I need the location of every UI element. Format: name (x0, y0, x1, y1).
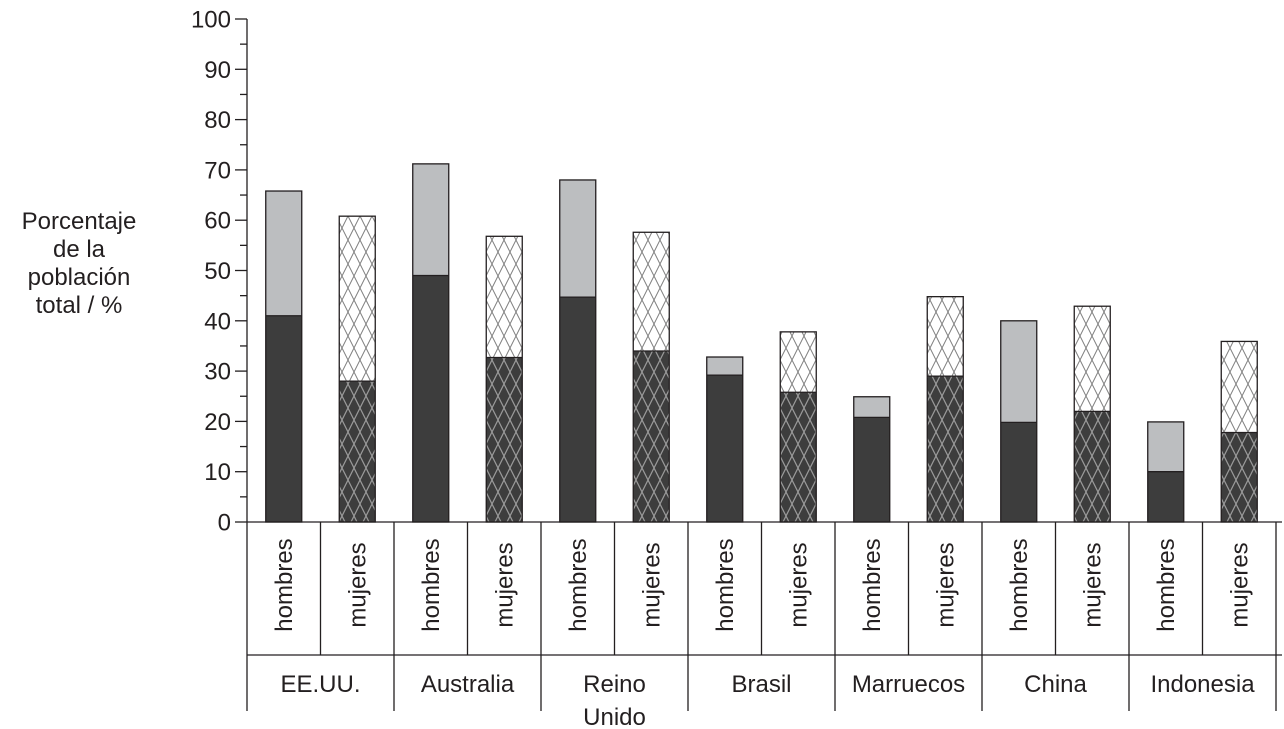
bar-segment-lower (1000, 422, 1037, 522)
bar-segment-upper (853, 396, 890, 418)
bar-label: hombres (1006, 538, 1033, 631)
y-tick-label: 90 (204, 57, 231, 84)
bar-hombres (853, 396, 891, 523)
bar-hatch-lower (633, 350, 670, 522)
y-axis-label-line: total / % (35, 292, 123, 319)
bar-label: mujeres (785, 542, 812, 627)
bar-hatch-lower (780, 392, 817, 522)
bar-hatch-upper (339, 216, 376, 382)
bar-hombres (1147, 421, 1185, 523)
bar-label: mujeres (344, 542, 371, 627)
group-label: Brasil (731, 671, 791, 698)
group-label: Reino (583, 671, 646, 698)
y-axis-label-line: Porcentaje (21, 208, 137, 235)
bar-hombres (1000, 320, 1038, 523)
group-label: Marruecos (852, 671, 965, 698)
labels-layer: hombres mujeres hombres mujeres hombres mujer… (191, 7, 1255, 729)
bar-hatch-upper (1074, 306, 1111, 412)
bar-segment-lower (1147, 471, 1184, 522)
bar-segment-upper (1000, 320, 1037, 423)
bar-label: mujeres (491, 542, 518, 627)
group-label: EE.UU. (280, 671, 360, 698)
bar-segment-lower (559, 297, 596, 522)
bar-hatch-upper (927, 296, 964, 377)
y-tick-label: 30 (204, 359, 231, 386)
bar-segment-lower (265, 315, 302, 522)
y-tick-label: 70 (204, 157, 231, 184)
y-tick-label: 10 (204, 459, 231, 486)
bar-label: mujeres (638, 542, 665, 627)
bar-segment-upper (559, 179, 596, 298)
bar-label: hombres (271, 538, 298, 631)
bar-mujeres (1073, 305, 1111, 523)
bar-segment-lower (412, 275, 449, 522)
group-label: Unido (583, 704, 646, 729)
bar-label: mujeres (1079, 542, 1106, 627)
bar-segment-upper (1147, 421, 1184, 472)
bar-hombres (265, 190, 303, 523)
bars-layer (265, 163, 1258, 523)
bar-hatch-upper (486, 236, 523, 358)
bar-hatch-upper (780, 331, 817, 393)
y-tick-label: 20 (204, 409, 231, 436)
y-tick-label: 50 (204, 258, 231, 285)
bar-hombres (412, 163, 450, 523)
group-label: China (1024, 671, 1087, 698)
bar-mujeres (338, 215, 376, 523)
bar-mujeres (1220, 340, 1258, 523)
y-tick-label: 40 (204, 308, 231, 335)
bar-hatch-upper (1221, 341, 1258, 433)
bar-label: mujeres (932, 542, 959, 627)
bar-mujeres (926, 296, 964, 523)
bar-hatch-lower (486, 357, 523, 522)
bar-label: hombres (859, 538, 886, 631)
y-tick-label: 80 (204, 107, 231, 134)
bar-segment-upper (265, 191, 302, 316)
bar-label: hombres (1153, 538, 1180, 631)
bar-segment-lower (706, 375, 743, 522)
y-tick-label: 60 (204, 208, 231, 235)
y-axis-label-line: de la (52, 236, 106, 263)
bar-label: hombres (565, 538, 592, 631)
bar-mujeres (779, 331, 817, 523)
bar-label: mujeres (1226, 542, 1253, 627)
y-tick-label: 100 (191, 7, 231, 34)
group-label: Australia (421, 671, 515, 698)
bar-mujeres (485, 235, 523, 523)
bar-hatch-upper (633, 232, 670, 351)
bar-hatch-lower (1074, 411, 1111, 522)
y-tick-label: 0 (218, 510, 231, 537)
y-axis-label: Porcentaje de la población total / % (0, 208, 158, 320)
bar-segment-lower (853, 417, 890, 522)
bar-hatch-lower (927, 376, 964, 522)
y-axis-label-line: población (27, 264, 131, 291)
bar-hatch-lower (1221, 432, 1258, 522)
group-label: Indonesia (1150, 671, 1255, 698)
bar-segment-upper (412, 163, 449, 276)
bar-hombres (559, 179, 597, 523)
bar-segment-upper (706, 357, 743, 376)
axes-layer (235, 18, 1282, 711)
bar-label: hombres (712, 538, 739, 631)
bar-hombres (706, 356, 744, 523)
bar-hatch-lower (339, 381, 376, 522)
bar-mujeres (632, 231, 670, 523)
bar-label: hombres (418, 538, 445, 631)
